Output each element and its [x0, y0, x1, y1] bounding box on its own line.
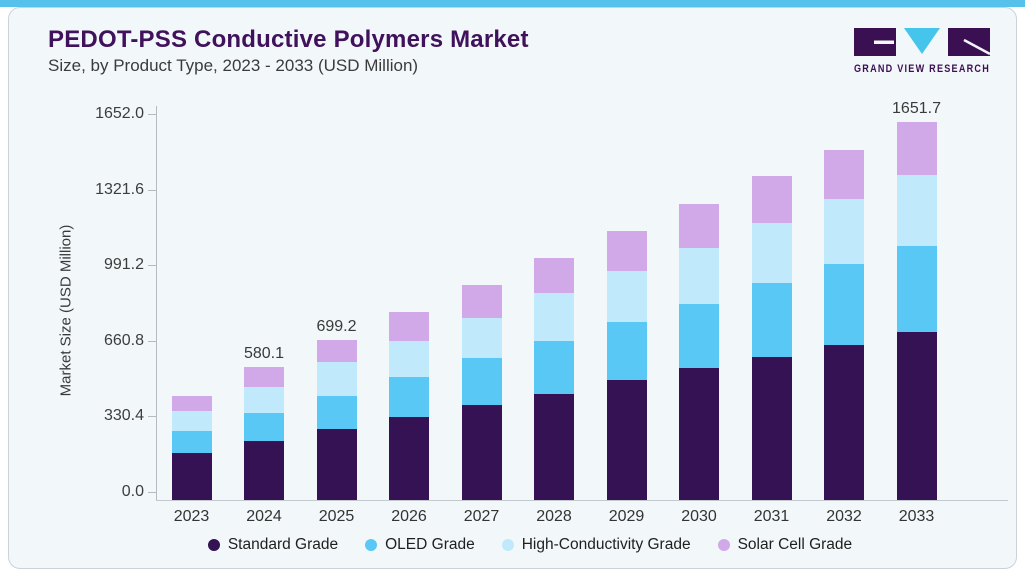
chart-title: PEDOT-PSS Conductive Polymers Market	[48, 26, 529, 53]
logo-r-icon	[948, 28, 991, 56]
legend-label: OLED Grade	[385, 536, 475, 553]
grand-view-research-logo: GRAND VIEW RESEARCH	[854, 28, 991, 75]
legend-item: Solar Cell Grade	[717, 536, 853, 554]
legend-label: Standard Grade	[227, 536, 339, 553]
legend-item: Standard Grade	[207, 536, 339, 554]
legend-dot-icon	[501, 539, 514, 551]
legend-item: High-Conductivity Grade	[501, 536, 691, 554]
legend-label: High-Conductivity Grade	[521, 536, 691, 553]
logo-wordmark: GRAND VIEW RESEARCH	[854, 63, 990, 75]
chart-card	[8, 7, 1017, 569]
legend-label: Solar Cell Grade	[737, 536, 853, 553]
top-accent-bar	[0, 0, 1025, 7]
legend-dot-icon	[207, 539, 220, 551]
legend-item: OLED Grade	[365, 536, 475, 554]
chart-subtitle: Size, by Product Type, 2023 - 2033 (USD …	[48, 56, 419, 75]
legend-dot-icon	[717, 539, 730, 551]
logo-v-icon	[904, 28, 940, 54]
legend-dot-icon	[365, 539, 378, 551]
chart-legend: Standard Grade OLED Grade High-Conductivit…	[110, 536, 950, 554]
logo-g-icon	[854, 28, 896, 56]
